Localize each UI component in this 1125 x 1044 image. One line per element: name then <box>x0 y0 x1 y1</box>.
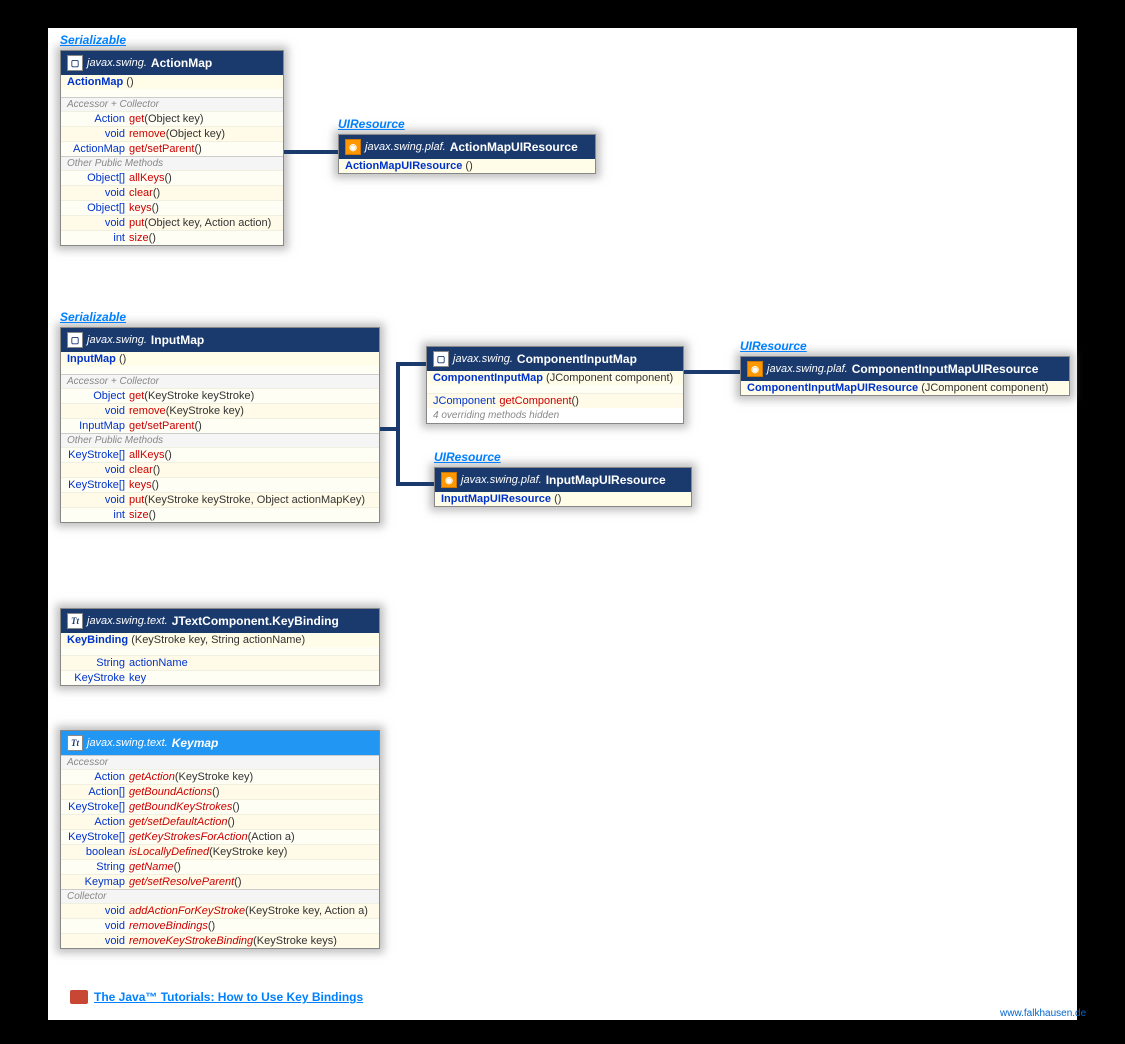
section-label: Other Public Methods <box>61 433 379 447</box>
method-row[interactable]: ActiongetAction (KeyStroke key) <box>61 769 379 784</box>
class-name: JTextComponent.KeyBinding <box>172 614 339 628</box>
method-row[interactable]: InputMapget/setParent () <box>61 418 379 433</box>
class-header[interactable]: Tt javax.swing.text. Keymap <box>61 731 379 755</box>
class-name: InputMap <box>151 333 204 347</box>
method-row[interactable]: KeyStroke[]keys () <box>61 477 379 492</box>
class-header[interactable]: ▢ javax.swing. ActionMap <box>61 51 283 75</box>
method-row[interactable]: JComponentgetComponent () <box>427 393 683 408</box>
class-box-actionMapUI: ◉ javax.swing.plaf. ActionMapUIResource Act… <box>338 134 596 174</box>
method-row[interactable]: intsize () <box>61 230 283 245</box>
class-name: ActionMap <box>151 56 212 70</box>
package-label: javax.swing.text. <box>87 615 168 627</box>
section-label: Accessor + Collector <box>61 374 379 388</box>
class-box-actionMap: ▢ javax.swing. ActionMap ActionMap () Access… <box>60 50 284 246</box>
oracle-icon <box>70 990 88 1004</box>
class-box-inputMapUI: ◉ javax.swing.plaf. InputMapUIResource Inpu… <box>434 467 692 507</box>
class-name: InputMapUIResource <box>546 473 666 487</box>
class-name: ComponentInputMapUIResource <box>852 362 1039 376</box>
interface-label[interactable]: UIResource <box>434 450 501 464</box>
class-box-componentInputMap: ▢ javax.swing. ComponentInputMap ComponentI… <box>426 346 684 424</box>
method-row[interactable]: voidput (KeyStroke keyStroke, Object act… <box>61 492 379 507</box>
constructor-row[interactable]: ActionMapUIResource () <box>339 159 595 173</box>
class-icon: Tt <box>67 735 83 751</box>
method-row[interactable]: voidclear () <box>61 185 283 200</box>
package-label: javax.swing. <box>87 334 147 346</box>
interface-label[interactable]: Serializable <box>60 310 126 324</box>
section-label: Accessor <box>61 755 379 769</box>
method-row[interactable]: voidput (Object key, Action action) <box>61 215 283 230</box>
class-header[interactable]: ◉ javax.swing.plaf. InputMapUIResource <box>435 468 691 492</box>
class-icon: ◉ <box>441 472 457 488</box>
method-row[interactable]: Actionget (Object key) <box>61 111 283 126</box>
section-label: Collector <box>61 889 379 903</box>
method-row[interactable]: intsize () <box>61 507 379 522</box>
method-row[interactable]: voidremove (Object key) <box>61 126 283 141</box>
method-row[interactable]: Action[]getBoundActions () <box>61 784 379 799</box>
interface-label[interactable]: UIResource <box>338 117 405 131</box>
package-label: javax.swing.text. <box>87 737 168 749</box>
class-box-keymap: Ttjavax.swing.text.KeymapAccessorActiong… <box>60 730 380 949</box>
package-label: javax.swing.plaf. <box>461 474 542 486</box>
method-row[interactable]: ActionMapget/setParent () <box>61 141 283 156</box>
method-row[interactable]: booleanisLocallyDefined (KeyStroke key) <box>61 844 379 859</box>
class-icon: ▢ <box>67 332 83 348</box>
class-box-componentInputMapUI: ◉ javax.swing.plaf. ComponentInputMapUIRes… <box>740 356 1070 396</box>
constructor-row[interactable]: ComponentInputMapUIResource (JComponent … <box>741 381 1069 395</box>
tutorial-link[interactable]: The Java™ Tutorials: How to Use Key Bind… <box>70 990 363 1004</box>
class-icon: ▢ <box>433 351 449 367</box>
note: 4 overriding methods hidden <box>427 408 683 423</box>
class-header[interactable]: Tt javax.swing.text. JTextComponent.KeyBin… <box>61 609 379 633</box>
method-row[interactable]: voidremoveBindings () <box>61 918 379 933</box>
class-icon: Tt <box>67 613 83 629</box>
interface-label[interactable]: Serializable <box>60 33 126 47</box>
method-row[interactable]: Actionget/setDefaultAction () <box>61 814 379 829</box>
method-row[interactable]: StringgetName () <box>61 859 379 874</box>
credit-link[interactable]: www.falkhausen.de <box>1000 1008 1086 1019</box>
class-header[interactable]: ◉ javax.swing.plaf. ActionMapUIResource <box>339 135 595 159</box>
method-row[interactable]: voidaddActionForKeyStroke (KeyStroke key… <box>61 903 379 918</box>
interface-label[interactable]: UIResource <box>740 339 807 353</box>
connector <box>684 370 740 374</box>
method-row[interactable]: KeyStroke[]getKeyStrokesForAction (Actio… <box>61 829 379 844</box>
connector <box>396 362 400 486</box>
method-row[interactable]: Objectget (KeyStroke keyStroke) <box>61 388 379 403</box>
class-name: ComponentInputMap <box>517 352 637 366</box>
connector <box>396 482 434 486</box>
class-name: ActionMapUIResource <box>450 140 578 154</box>
method-row[interactable]: Object[]allKeys () <box>61 170 283 185</box>
method-row[interactable]: voidclear () <box>61 462 379 477</box>
class-header[interactable]: ◉ javax.swing.plaf. ComponentInputMapUIRes… <box>741 357 1069 381</box>
package-label: javax.swing.plaf. <box>767 363 848 375</box>
section-label: Accessor + Collector <box>61 97 283 111</box>
package-label: javax.swing. <box>453 353 513 365</box>
constructor-row[interactable]: InputMap () <box>61 352 379 366</box>
constructor-row[interactable]: KeyBinding (KeyStroke key, String action… <box>61 633 379 647</box>
field-row[interactable]: KeyStrokekey <box>61 670 379 685</box>
constructor-row[interactable]: InputMapUIResource () <box>435 492 691 506</box>
constructor-row[interactable]: ActionMap () <box>61 75 283 89</box>
package-label: javax.swing.plaf. <box>365 141 446 153</box>
section-label: Other Public Methods <box>61 156 283 170</box>
class-icon: ▢ <box>67 55 83 71</box>
class-icon: ◉ <box>747 361 763 377</box>
package-label: javax.swing. <box>87 57 147 69</box>
class-box-keyBinding: Tt javax.swing.text. JTextComponent.KeyBin… <box>60 608 380 686</box>
method-row[interactable]: Object[]keys () <box>61 200 283 215</box>
class-header[interactable]: ▢ javax.swing. InputMap <box>61 328 379 352</box>
connector <box>396 362 426 366</box>
method-row[interactable]: KeyStroke[]allKeys () <box>61 447 379 462</box>
connector <box>284 150 338 154</box>
class-icon: ◉ <box>345 139 361 155</box>
method-row[interactable]: Keymapget/setResolveParent () <box>61 874 379 889</box>
method-row[interactable]: KeyStroke[]getBoundKeyStrokes () <box>61 799 379 814</box>
tutorial-link-text: The Java™ Tutorials: How to Use Key Bind… <box>94 990 363 1004</box>
class-name: Keymap <box>172 736 219 750</box>
constructor-row[interactable]: ComponentInputMap (JComponent component) <box>427 371 683 385</box>
class-box-inputMap: ▢ javax.swing. InputMap InputMap () Accessor… <box>60 327 380 523</box>
class-header[interactable]: ▢ javax.swing. ComponentInputMap <box>427 347 683 371</box>
method-row[interactable]: voidremoveKeyStrokeBinding (KeyStroke ke… <box>61 933 379 948</box>
field-row[interactable]: StringactionName <box>61 655 379 670</box>
method-row[interactable]: voidremove (KeyStroke key) <box>61 403 379 418</box>
